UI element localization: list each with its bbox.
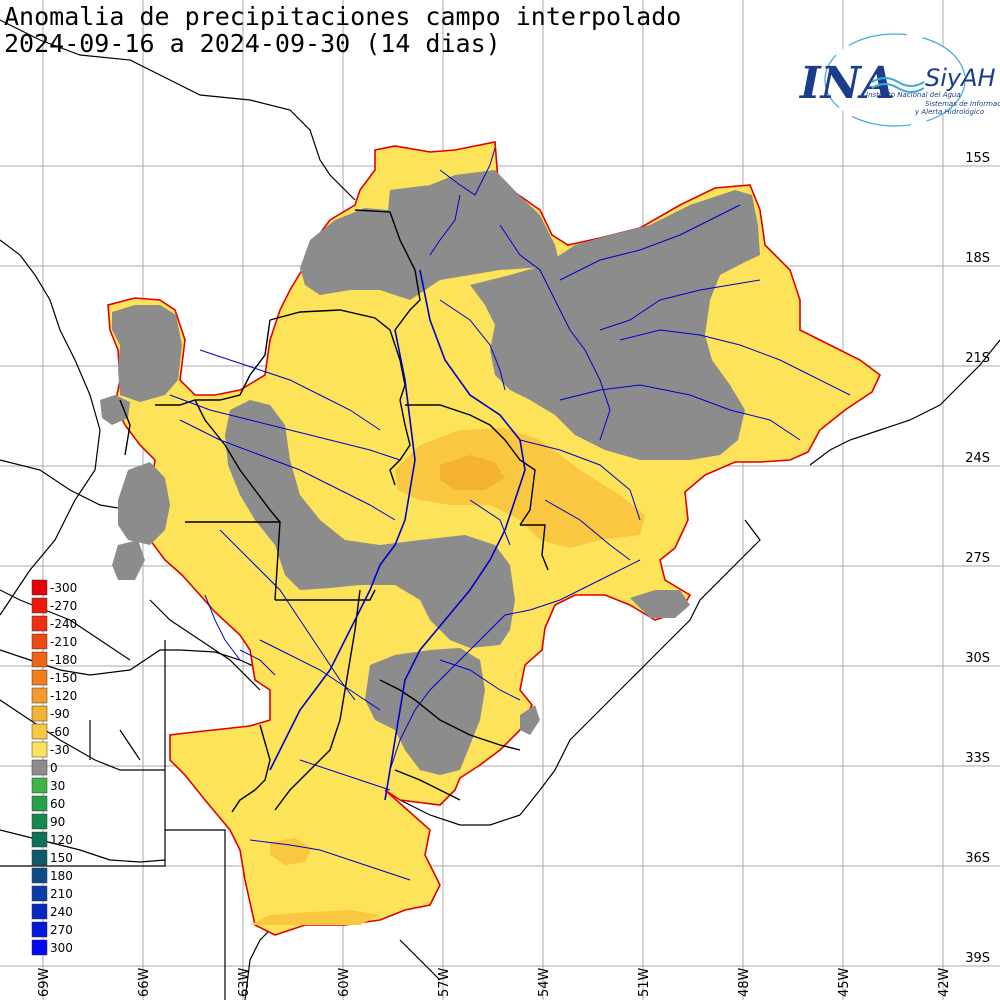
legend-swatch	[31, 651, 48, 668]
river-quinto	[249, 839, 411, 881]
lon-tick-label: 69W	[37, 967, 52, 997]
legend-swatch	[31, 633, 48, 650]
lat-tick-label: 15S	[965, 151, 990, 166]
lat-tick-label: 27S	[965, 551, 990, 566]
legend-label: 150	[50, 851, 73, 865]
legend-label: 90	[50, 815, 65, 829]
legend-swatch	[31, 597, 48, 614]
river-paraguay	[269, 329, 416, 771]
latitude-labels: 15S 18S 21S 24S 27S 30S 33S 36S 39S	[965, 151, 990, 966]
river-parana	[384, 269, 526, 801]
country-borders	[0, 19, 1000, 1001]
legend-label: 210	[50, 887, 73, 901]
legend-label: 300	[50, 941, 73, 955]
longitude-labels: 69W 66W 63W 60W 57W 54W 51W 48W 45W 42W	[37, 967, 952, 997]
internal-borders	[119, 209, 549, 813]
logo-subtitle-1: Sistemas de Información	[925, 100, 1000, 108]
anomaly-patch-south	[270, 838, 312, 865]
color-legend: -300-270-240-210-180-150-120-90-60-30030…	[31, 579, 77, 956]
anomaly-patch-southwest	[250, 910, 380, 925]
legend-swatch	[31, 939, 48, 956]
legend-label: -60	[50, 725, 70, 739]
river-salado	[219, 529, 356, 701]
legend-label: 0	[50, 761, 58, 775]
legend-label: -270	[50, 599, 77, 613]
lon-tick-label: 45W	[837, 967, 852, 997]
legend-swatch	[31, 579, 48, 596]
legend-label: 240	[50, 905, 73, 919]
lat-tick-label: 33S	[965, 751, 990, 766]
legend-swatch	[31, 723, 48, 740]
legend-label: -180	[50, 653, 77, 667]
legend-label: -120	[50, 689, 77, 703]
anomaly-patch-east	[395, 428, 645, 548]
legend-label: -30	[50, 743, 70, 757]
legend-swatch	[31, 687, 48, 704]
legend-label: 180	[50, 869, 73, 883]
legend-swatch	[31, 705, 48, 722]
ina-siyah-logo: INA SiyAH Instituto Nacional del Agua Si…	[798, 33, 1000, 127]
lat-tick-label: 24S	[965, 451, 990, 466]
legend-swatch	[31, 795, 48, 812]
rivers	[169, 147, 851, 881]
title-line-1: Anomalia de precipitaciones campo interp…	[4, 2, 681, 31]
logo-wave-icon	[871, 83, 925, 93]
legend-label: -150	[50, 671, 77, 685]
lon-tick-label: 42W	[937, 967, 952, 997]
legend-label: -90	[50, 707, 70, 721]
legend-swatch	[31, 903, 48, 920]
logo-institute-text: Instituto Nacional del Agua	[866, 91, 961, 99]
legend-swatch	[31, 885, 48, 902]
lat-tick-label: 39S	[965, 951, 990, 966]
lon-tick-label: 51W	[637, 967, 652, 997]
lon-tick-label: 63W	[237, 967, 252, 997]
river-pilcomayo	[169, 394, 401, 461]
legend-swatch	[31, 867, 48, 884]
lon-tick-label: 54W	[537, 967, 552, 997]
lat-tick-label: 21S	[965, 351, 990, 366]
legend-label: -210	[50, 635, 77, 649]
basin-region	[100, 141, 882, 936]
legend-swatch	[31, 759, 48, 776]
legend-label: -240	[50, 617, 77, 631]
legend-label: 270	[50, 923, 73, 937]
lat-tick-label: 30S	[965, 651, 990, 666]
lon-tick-label: 66W	[137, 967, 152, 997]
logo-ina-text: INA	[798, 58, 895, 109]
legend-swatch	[31, 831, 48, 848]
legend-label: 30	[50, 779, 65, 793]
legend-swatch	[31, 741, 48, 758]
lon-tick-label: 57W	[437, 967, 452, 997]
lon-tick-label: 60W	[337, 967, 352, 997]
legend-label: 120	[50, 833, 73, 847]
logo-siyah-text: SiyAH	[925, 64, 996, 92]
lat-tick-label: 18S	[965, 251, 990, 266]
anomaly-patch-core	[440, 455, 505, 490]
legend-swatch	[31, 615, 48, 632]
logo-subtitle-2: y Alerta Hidrológico	[914, 108, 984, 116]
legend-swatch	[31, 777, 48, 794]
lat-tick-label: 36S	[965, 851, 990, 866]
river-bermejo	[179, 419, 396, 521]
legend-swatch	[31, 813, 48, 830]
legend-swatch	[31, 669, 48, 686]
logo-wave-icon	[871, 77, 925, 87]
river-uruguay	[389, 559, 641, 771]
title-line-2: 2024-09-16 a 2024-09-30 (14 dias)	[4, 29, 501, 58]
legend-label: -300	[50, 581, 77, 595]
legend-label: 60	[50, 797, 65, 811]
lon-tick-label: 48W	[737, 967, 752, 997]
legend-swatch	[31, 849, 48, 866]
legend-swatch	[31, 921, 48, 938]
